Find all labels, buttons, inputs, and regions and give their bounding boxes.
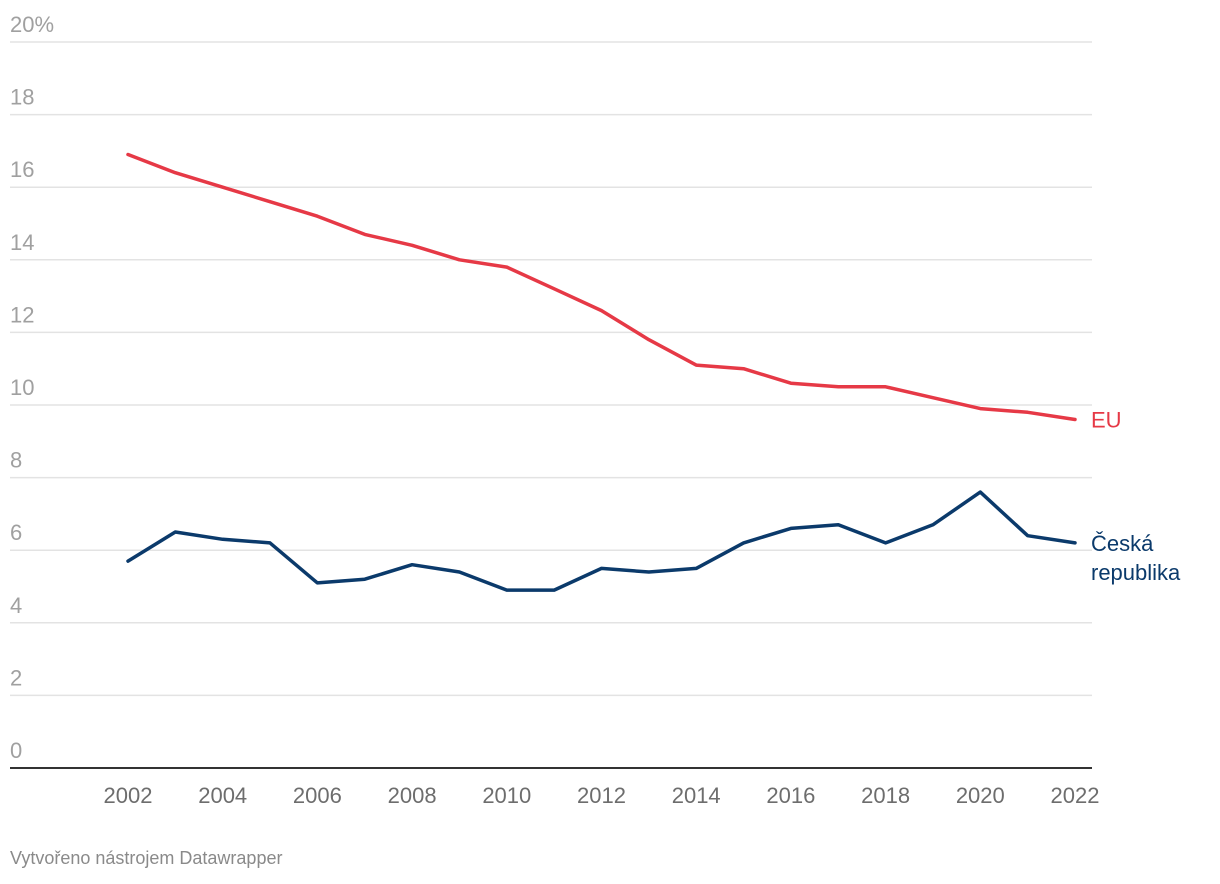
x-tick-label: 2002: [104, 783, 153, 808]
grid-lines: [10, 41, 1092, 769]
series-lines: [126, 152, 1077, 592]
y-tick-label: 18: [10, 85, 34, 110]
x-tick-label: 2004: [198, 783, 247, 808]
footer-credit: Vytvořeno nástrojem Datawrapper: [10, 848, 283, 868]
series-labels: EU Česká republika: [1091, 408, 1181, 585]
x-tick-label: 2016: [766, 783, 815, 808]
x-axis-tick-labels: 2002 2004 2006 2008 2010 2012 2014 2016 2018 2020…: [104, 783, 1100, 808]
series-line-1: [126, 490, 1077, 592]
x-tick-label: 2018: [861, 783, 910, 808]
y-tick-label: 0: [10, 738, 22, 763]
x-tick-label: 2010: [482, 783, 531, 808]
y-tick-label: 2: [10, 665, 22, 690]
y-tick-label: 10: [10, 375, 34, 400]
series-line-0: [126, 152, 1077, 422]
y-tick-label: 14: [10, 230, 34, 255]
series-label-0: EU: [1091, 408, 1122, 433]
x-tick-label: 2020: [956, 783, 1005, 808]
y-tick-label: 20%: [10, 12, 54, 37]
x-tick-label: 2012: [577, 783, 626, 808]
y-tick-label: 12: [10, 302, 34, 327]
y-tick-label: 8: [10, 448, 22, 473]
x-tick-label: 2008: [388, 783, 437, 808]
x-tick-label: 2006: [293, 783, 342, 808]
series-label-1: Česká republika: [1091, 531, 1181, 585]
y-axis-tick-labels: 0 2 4 6 8 10 12 14 16 18 20%: [10, 12, 54, 763]
x-tick-label: 2014: [672, 783, 721, 808]
y-tick-label: 6: [10, 520, 22, 545]
x-tick-label: 2022: [1051, 783, 1100, 808]
y-tick-label: 16: [10, 157, 34, 182]
y-tick-label: 4: [10, 593, 22, 618]
